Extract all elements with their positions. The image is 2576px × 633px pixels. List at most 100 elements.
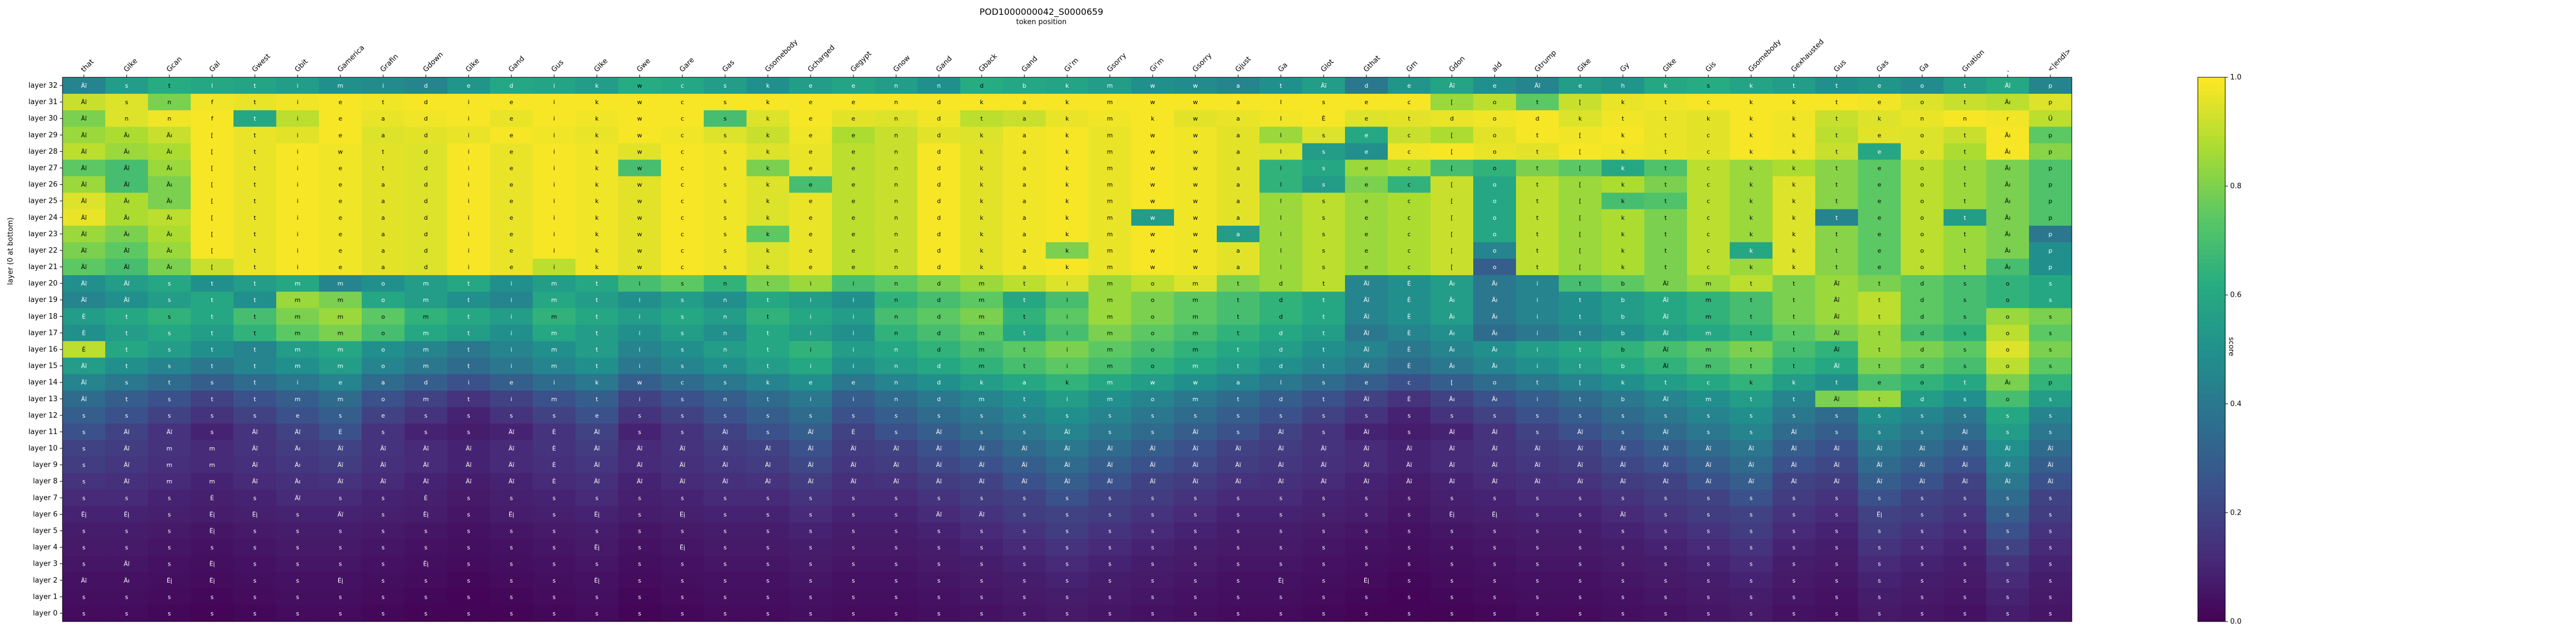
cell-label: c — [681, 99, 684, 106]
heatmap-cell — [1730, 457, 1773, 474]
heatmap-cell — [1944, 176, 1987, 193]
cell-label: s — [253, 412, 257, 419]
cell-label: s — [638, 429, 641, 436]
cell-label: t — [254, 264, 257, 271]
cell-label: a — [381, 231, 385, 238]
heatmap-cell — [1516, 225, 1559, 243]
cell-label: t — [981, 115, 983, 122]
cell-label: s — [253, 577, 257, 584]
cell-label: s — [1878, 494, 1881, 501]
heatmap-cell — [276, 292, 320, 309]
cell-label: Äĩ — [765, 478, 772, 485]
heatmap-cell — [362, 308, 405, 325]
heatmap-cell — [319, 539, 362, 556]
colorbar-segment — [2198, 444, 2225, 450]
heatmap-cell — [1131, 572, 1175, 589]
cell-label: k — [1621, 247, 1625, 254]
heatmap-cell — [1473, 159, 1517, 177]
heatmap-cell — [1174, 94, 1217, 111]
heatmap-cell — [1345, 407, 1388, 424]
cell-label: k — [1621, 198, 1625, 205]
heatmap-cell — [1131, 324, 1175, 342]
heatmap-cell — [875, 110, 918, 127]
heatmap-cell — [362, 390, 405, 408]
cell-label: s — [1920, 511, 1924, 518]
heatmap-cell — [276, 259, 320, 276]
heatmap-cell — [62, 457, 106, 474]
cell-label: s — [82, 412, 86, 419]
heatmap-cell — [1174, 522, 1217, 540]
cell-label: o — [381, 313, 385, 320]
cell-label: s — [1963, 577, 1967, 584]
cell-label: i — [553, 148, 555, 155]
cell-label: e — [809, 231, 813, 238]
heatmap-cell — [661, 110, 704, 127]
heatmap-cell — [2029, 539, 2072, 556]
heatmap-cell — [276, 473, 320, 490]
cell-label: s — [1878, 577, 1881, 584]
heatmap-cell — [704, 489, 747, 506]
cell-label: Ëį — [594, 511, 600, 518]
cell-label: s — [467, 429, 470, 436]
heatmap-cell — [1644, 110, 1688, 127]
cell-label: [ — [1579, 198, 1581, 205]
cell-label: t — [1878, 313, 1881, 320]
heatmap-cell — [1559, 192, 1602, 210]
cell-label: n — [168, 115, 172, 122]
cell-label: k — [980, 165, 984, 172]
cell-label: o — [1151, 363, 1155, 370]
cell-label: s — [1920, 594, 1924, 601]
cell-label: Äĩ — [2048, 461, 2054, 469]
heatmap-cell — [1131, 159, 1175, 177]
cell-label: s — [1493, 494, 1496, 501]
cell-label: s — [467, 544, 470, 551]
heatmap-cell — [62, 242, 106, 259]
cell-label: Äĩ — [1663, 478, 1669, 485]
cell-label: Äĩ — [1748, 445, 1755, 452]
heatmap-cell — [917, 110, 961, 127]
heatmap-cell — [704, 127, 747, 144]
y-tick-label: layer 1 — [33, 593, 58, 601]
cell-label: d — [1920, 313, 1924, 320]
cell-label: s — [82, 528, 86, 535]
heatmap-cell — [575, 159, 619, 177]
heatmap-cell — [1302, 324, 1346, 342]
heatmap-cell — [105, 209, 149, 226]
cell-label: Äĩ — [1834, 296, 1840, 304]
cell-label: s — [1194, 412, 1197, 419]
heatmap-cell — [1602, 225, 1645, 243]
cell-label: Äı — [2005, 264, 2011, 271]
cell-label: s — [980, 412, 983, 419]
heatmap-cell — [1516, 110, 1559, 127]
cell-label: e — [510, 198, 514, 205]
colorbar-segment — [2198, 245, 2225, 250]
heatmap-cell — [404, 390, 448, 408]
heatmap-cell — [575, 143, 619, 161]
cell-label: s — [82, 544, 86, 551]
cell-label: s — [638, 577, 641, 584]
heatmap-cell — [789, 192, 833, 210]
cell-label: w — [1150, 82, 1155, 89]
cell-label: t — [1964, 82, 1967, 89]
cell-label: i — [810, 363, 811, 370]
cell-label: a — [1023, 181, 1027, 189]
colorbar-segment — [2198, 353, 2225, 359]
heatmap-cell — [1944, 457, 1987, 474]
cell-label: s — [1023, 511, 1026, 518]
cell-label: d — [424, 132, 428, 139]
heatmap-cell — [1174, 555, 1217, 573]
cell-label: a — [1023, 132, 1027, 139]
heatmap-cell — [233, 473, 277, 490]
heatmap-cell — [1944, 77, 1987, 94]
cell-label: s — [510, 412, 513, 419]
heatmap-cell — [1815, 110, 1859, 127]
cell-label: s — [1151, 610, 1154, 617]
heatmap-cell — [1174, 209, 1217, 226]
cell-label: e — [852, 181, 856, 189]
cell-label: m — [979, 363, 985, 370]
cell-label: d — [1365, 82, 1369, 89]
heatmap-cell — [832, 407, 875, 424]
cell-label: o — [381, 280, 385, 287]
heatmap-cell — [1174, 341, 1217, 358]
heatmap-cell — [618, 159, 662, 177]
